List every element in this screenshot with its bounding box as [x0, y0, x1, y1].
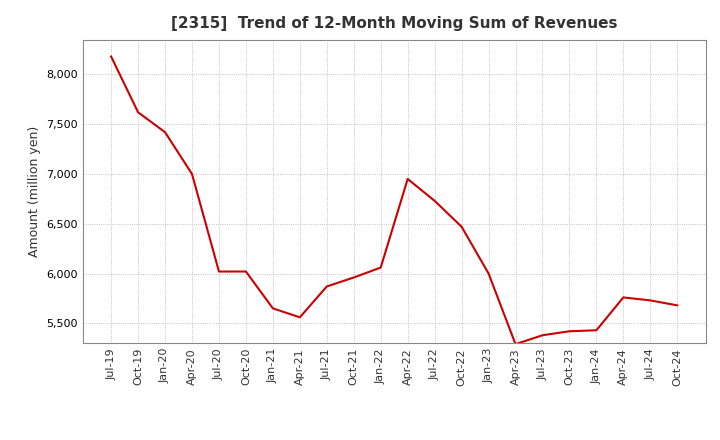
Y-axis label: Amount (million yen): Amount (million yen)	[28, 126, 41, 257]
Title: [2315]  Trend of 12-Month Moving Sum of Revenues: [2315] Trend of 12-Month Moving Sum of R…	[171, 16, 618, 32]
